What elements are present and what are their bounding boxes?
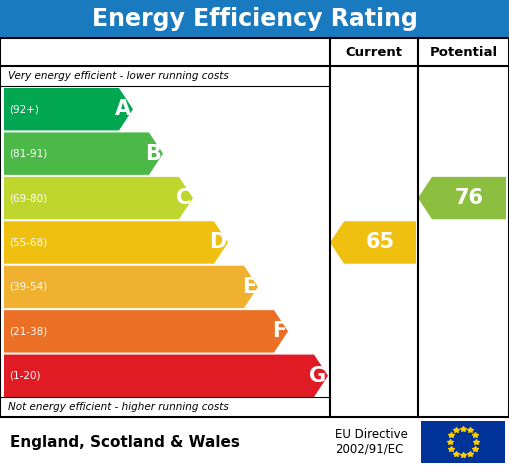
- Text: F: F: [272, 321, 286, 341]
- Polygon shape: [418, 177, 506, 219]
- Text: 65: 65: [365, 233, 394, 253]
- Polygon shape: [4, 88, 133, 130]
- Text: (81-91): (81-91): [9, 149, 47, 159]
- Text: (39-54): (39-54): [9, 282, 47, 292]
- Text: D: D: [209, 233, 226, 253]
- Bar: [0, 38, 509, 417]
- Text: C: C: [176, 188, 191, 208]
- Polygon shape: [4, 177, 193, 219]
- Text: A: A: [115, 99, 131, 119]
- Text: (21-38): (21-38): [9, 326, 47, 336]
- Text: (92+): (92+): [9, 104, 39, 114]
- Polygon shape: [330, 221, 416, 264]
- Text: Potential: Potential: [430, 45, 498, 58]
- Text: Not energy efficient - higher running costs: Not energy efficient - higher running co…: [8, 402, 229, 412]
- Polygon shape: [4, 354, 328, 397]
- Polygon shape: [4, 221, 228, 264]
- Text: G: G: [309, 366, 326, 386]
- Text: Very energy efficient - lower running costs: Very energy efficient - lower running co…: [8, 71, 229, 81]
- Text: Current: Current: [346, 45, 403, 58]
- Polygon shape: [4, 266, 258, 308]
- Text: (1-20): (1-20): [9, 371, 41, 381]
- Polygon shape: [4, 310, 288, 353]
- Text: England, Scotland & Wales: England, Scotland & Wales: [10, 434, 240, 450]
- Text: EU Directive: EU Directive: [335, 429, 408, 441]
- Text: 76: 76: [455, 188, 484, 208]
- Polygon shape: [4, 133, 163, 175]
- Bar: [0, 417, 509, 467]
- Text: (69-80): (69-80): [9, 193, 47, 203]
- Bar: [421, 421, 505, 463]
- Text: Energy Efficiency Rating: Energy Efficiency Rating: [92, 7, 417, 31]
- Bar: [0, 0, 509, 38]
- Text: B: B: [145, 144, 161, 163]
- Text: (55-68): (55-68): [9, 238, 47, 248]
- Text: 2002/91/EC: 2002/91/EC: [335, 443, 403, 455]
- Text: E: E: [242, 277, 256, 297]
